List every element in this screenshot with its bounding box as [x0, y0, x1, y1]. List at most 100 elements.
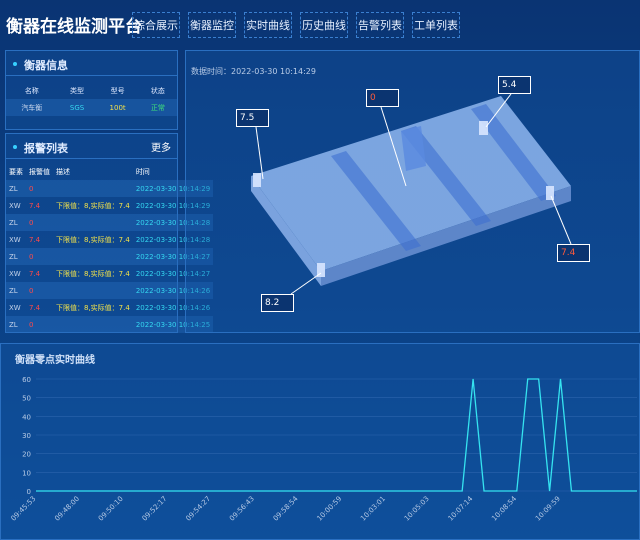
data-time: 数据时间：2022-03-30 10:14:29	[191, 67, 316, 76]
sensor-value: 7.4	[557, 244, 590, 262]
cell: XW	[9, 269, 21, 278]
info-panel: 衡器信息 名称 类型 型号 状态汽车衡 SGS 100t 正常	[5, 50, 178, 130]
x-tick-label: 09:54:27	[184, 495, 212, 523]
nav-tab[interactable]: 综合展示	[132, 12, 180, 38]
column-header: 报警值	[29, 167, 50, 176]
cell: XW	[9, 201, 21, 210]
alarm-row: XW 7.4 下限值：8,实际值：7.4 2022-03-30 10:14:26	[6, 299, 213, 316]
panel-title: 衡器信息	[6, 51, 177, 76]
cell: 下限值：8,实际值：7.4	[56, 269, 130, 278]
cell: 2022-03-30 10:14:28	[135, 235, 211, 244]
column-header: 时间	[135, 167, 150, 176]
cell: 2022-03-30 10:14:26	[135, 303, 211, 312]
alarm-table: 要素 报警值 描述 时间 ZL 0 2022-03-30 10:14:29 XW 7.4 下限值：…	[6, 163, 214, 333]
cell: 7.4	[29, 201, 41, 210]
column-header: 要素	[9, 167, 23, 176]
cell: ZL	[9, 252, 18, 261]
cell: 2022-03-30 10:14:27	[135, 252, 211, 261]
cell: 2022-03-30 10:14:29	[135, 184, 211, 193]
scale-drawing	[251, 93, 572, 295]
more-link[interactable]: 更多	[151, 143, 171, 154]
alarm-row: ZL 0 2022-03-30 10:14:27	[6, 248, 214, 265]
cell: 2022-03-30 10:14:26	[135, 286, 211, 295]
column-header: 状态	[150, 86, 165, 95]
nav-tab[interactable]: 实时曲线	[244, 12, 292, 38]
app-title: 衡器在线监测平台	[6, 17, 142, 37]
cell: 2022-03-30 10:14:28	[135, 218, 211, 227]
y-tick-label: 40	[22, 413, 31, 421]
cell: 7.4	[29, 269, 41, 278]
y-tick-label: 20	[22, 451, 31, 459]
column-header: 型号	[110, 86, 125, 95]
x-tick-label: 10:09:59	[534, 495, 562, 523]
chart: 衡器零点实时曲线 0 10 20 30 40 50 60 09:45:53 09:48:00 09…	[10, 353, 637, 523]
cell: XW	[9, 235, 21, 244]
alarm-row: ZL 0 2022-03-30 10:14:25	[6, 316, 214, 333]
chart-title: 衡器零点实时曲线	[15, 353, 95, 366]
x-tick-label: 10:00:59	[315, 495, 343, 523]
info-table: 名称 类型 型号 状态汽车衡 SGS 100t 正常	[6, 82, 177, 116]
cell: 正常	[150, 103, 165, 112]
column-header: 类型	[70, 86, 85, 95]
alarm-row: ZL 0 2022-03-30 10:14:26	[6, 282, 214, 299]
cell	[53, 282, 133, 299]
nav-tab[interactable]: 历史曲线	[300, 12, 348, 38]
panel-title: 报警列表	[6, 134, 177, 159]
nav-tab[interactable]: 工单列表	[412, 12, 460, 38]
cell: 下限值：8,实际值：7.4	[56, 235, 130, 244]
cell: 汽车衡	[21, 103, 43, 112]
nav-tab[interactable]: 告警列表	[356, 12, 404, 38]
cell: 0	[29, 320, 34, 329]
x-tick-label: 10:07:14	[447, 494, 475, 522]
y-tick-label: 60	[22, 376, 31, 384]
cell: 0	[29, 184, 34, 193]
x-tick-label: 09:48:00	[53, 495, 81, 523]
sensor-value: 7.5	[236, 109, 269, 127]
cell: 2022-03-30 10:14:29	[135, 201, 211, 210]
y-tick-label: 0	[27, 488, 31, 496]
nav-tab[interactable]: 衡器监控	[188, 12, 236, 38]
cell: 7.4	[29, 303, 41, 312]
cell	[53, 180, 133, 197]
x-tick-label: 09:50:10	[97, 495, 125, 523]
cell: 2022-03-30 10:14:25	[135, 320, 211, 329]
x-tick-label: 09:52:17	[141, 495, 169, 523]
sensor-value: 5.4	[498, 76, 531, 94]
cell: 0	[29, 218, 34, 227]
y-tick-label: 10	[22, 469, 31, 477]
chart-panel: 衡器零点实时曲线 0 10 20 30 40 50 60 09:45:53 09:48:00 09…	[0, 343, 640, 540]
alarm-row: ZL 0 2022-03-30 10:14:29	[6, 180, 214, 197]
cell: 2022-03-30 10:14:27	[135, 269, 211, 278]
line-series	[36, 378, 637, 492]
cell	[53, 248, 133, 265]
cell: SGS	[69, 103, 85, 112]
cell: ZL	[9, 286, 18, 295]
alarm-row: XW 7.4 下限值：8,实际值：7.4 2022-03-30 10:14:28	[6, 231, 213, 248]
cell: 100t	[109, 103, 126, 112]
alarm-row: XW 7.4 下限值：8,实际值：7.4 2022-03-30 10:14:27	[6, 265, 213, 282]
cell: ZL	[9, 218, 18, 227]
cell: 0	[29, 286, 34, 295]
sensor-value: 0	[366, 89, 399, 107]
column-header: 描述	[56, 167, 70, 176]
cell	[53, 214, 133, 231]
x-tick-label: 10:08:54	[490, 494, 518, 522]
y-tick-label: 50	[22, 395, 31, 403]
x-tick-label: 09:56:43	[228, 495, 256, 523]
cell: 7.4	[29, 235, 41, 244]
cell: XW	[9, 303, 21, 312]
column-header: 名称	[24, 86, 39, 95]
sensor-value: 8.2	[261, 294, 294, 312]
y-tick-label: 30	[22, 432, 31, 440]
monitor-panel: 数据时间：2022-03-30 10:14:29 7.5 0 5.4 7.4 8.2	[185, 50, 640, 333]
cell: 0	[29, 252, 34, 261]
x-tick-label: 09:45:53	[10, 495, 38, 523]
cell: 下限值：8,实际值：7.4	[56, 201, 130, 210]
x-tick-label: 09:58:54	[272, 494, 300, 522]
cell: 下限值：8,实际值：7.4	[56, 303, 130, 312]
alarm-panel: 报警列表 更多 要素 报警值 描述 时间 ZL 0 2022-03-30 10:14:29 X…	[5, 133, 214, 333]
x-tick-label: 10:03:01	[359, 495, 387, 523]
alarm-row: XW 7.4 下限值：8,实际值：7.4 2022-03-30 10:14:29	[6, 197, 213, 214]
cell: ZL	[9, 320, 18, 329]
